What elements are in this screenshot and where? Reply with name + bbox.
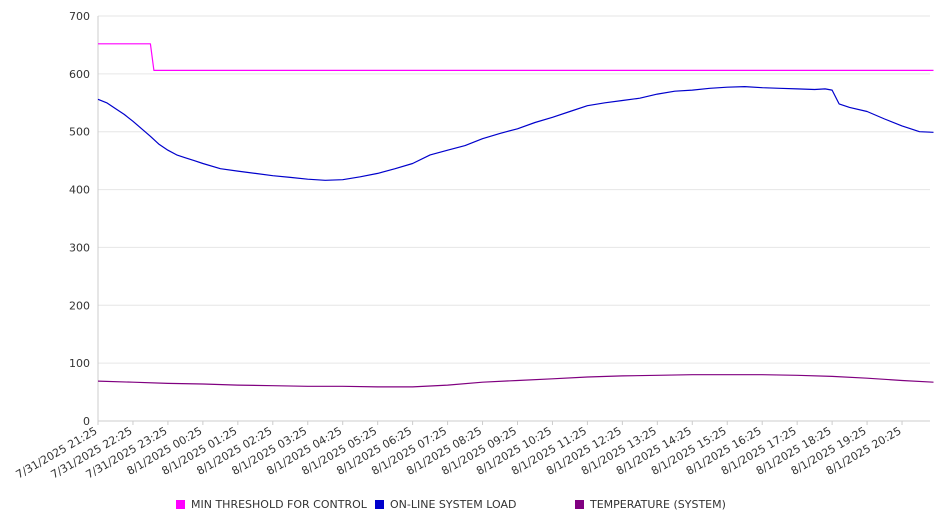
series-layer [97,43,934,388]
grid [98,15,930,422]
legend-item-min-threshold[interactable]: MIN THRESHOLD FOR CONTROL [176,498,367,511]
y-tick-label: 600 [69,68,90,81]
y-tick-label: 700 [69,10,90,23]
y-tick-labels: 0 100 200 300 400 500 600 700 [69,10,90,428]
y-tick-label: 400 [69,184,90,197]
legend-item-system-load[interactable]: ON-LINE SYSTEM LOAD [375,498,516,511]
y-tick-label: 200 [69,299,90,312]
series-temperature-line [97,374,934,388]
y-tick-label: 100 [69,357,90,370]
legend-swatch-temperature [575,500,584,509]
y-tick-label: 0 [83,415,90,428]
series-system-load-line [97,86,934,181]
y-tick-label: 300 [69,241,90,254]
legend-label-system-load: ON-LINE SYSTEM LOAD [390,498,517,511]
legend-swatch-min-threshold [176,500,185,509]
legend: MIN THRESHOLD FOR CONTROL ON-LINE SYSTEM… [0,498,946,514]
legend-label-min-threshold: MIN THRESHOLD FOR CONTROL [191,498,367,511]
x-tick-labels: 7/31/2025 21:257/31/2025 22:257/31/2025 … [14,424,904,481]
series-min-threshold-line [98,43,934,71]
legend-label-temperature: TEMPERATURE (SYSTEM) [590,498,726,511]
legend-item-temperature[interactable]: TEMPERATURE (SYSTEM) [575,498,726,511]
y-tick-label: 500 [69,126,90,139]
axes [97,16,930,425]
legend-swatch-system-load [375,500,384,509]
